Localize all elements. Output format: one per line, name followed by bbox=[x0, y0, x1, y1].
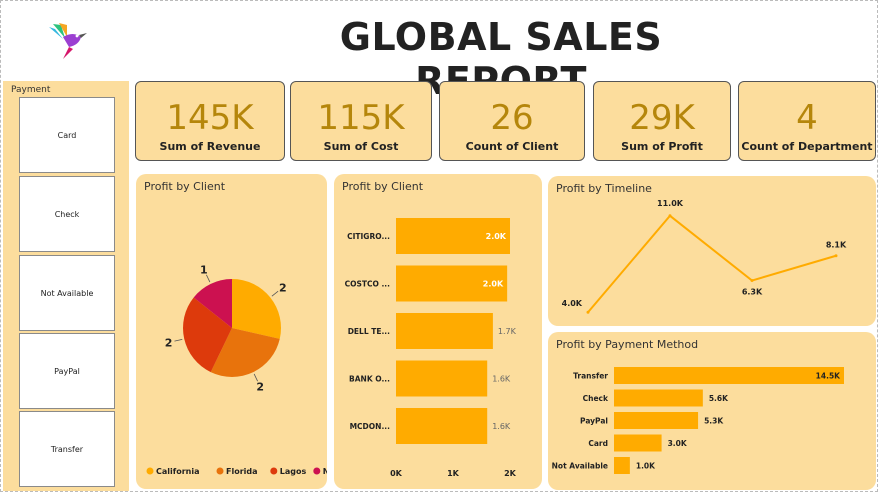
bar-data-label: 5.3K bbox=[704, 417, 724, 426]
pie-data-label: 2 bbox=[165, 336, 173, 349]
bar-category-label: Transfer bbox=[573, 372, 608, 381]
pie-slice bbox=[183, 297, 232, 373]
kpi-label: Count of Department bbox=[741, 140, 873, 153]
kpi-value: 115K bbox=[317, 98, 405, 138]
client-bar bbox=[396, 313, 493, 349]
bar-category-label: COSTCO ... bbox=[345, 280, 391, 289]
payment-bar bbox=[614, 434, 662, 452]
bar-category-label: Card bbox=[588, 439, 608, 448]
line-data-label: 4.0K bbox=[562, 299, 583, 308]
payment-bar bbox=[614, 367, 844, 384]
line-data-label: 6.3K bbox=[742, 288, 763, 297]
kpi-card-client-count: 26 Count of Client bbox=[439, 81, 585, 161]
kpi-label: Sum of Cost bbox=[323, 140, 399, 153]
bar-data-label: 2.0K bbox=[483, 280, 504, 289]
kpi-value: 4 bbox=[796, 98, 818, 138]
timeline-point bbox=[750, 279, 754, 283]
payment-bar bbox=[614, 412, 699, 429]
timeline-point bbox=[834, 254, 838, 258]
kpi-card-department-count: 4 Count of Department bbox=[738, 81, 876, 161]
kpi-card-cost: 115K Sum of Cost bbox=[290, 81, 432, 161]
bar-data-label: 1.6K bbox=[492, 422, 511, 431]
slicer-item-paypal[interactable]: PayPal bbox=[19, 333, 115, 409]
slicer-item-transfer[interactable]: Transfer bbox=[19, 411, 115, 487]
payment-bar bbox=[614, 457, 630, 474]
legend-label: California bbox=[156, 467, 200, 476]
chart-title: Profit by Client bbox=[342, 180, 424, 193]
kpi-value: 26 bbox=[490, 98, 534, 138]
bar-category-label: CITIGRO... bbox=[347, 232, 390, 241]
bar-data-label: 2.0K bbox=[486, 232, 507, 241]
pie-leader-line bbox=[271, 290, 279, 297]
pie-leader-line bbox=[253, 373, 258, 382]
bar-category-label: DELL TE... bbox=[348, 327, 390, 336]
kpi-label: Count of Client bbox=[465, 140, 559, 153]
payment-method-chart-panel: Profit by Payment Method Transfer 14.5K Ch… bbox=[548, 332, 876, 490]
slicer-item-card[interactable]: Card bbox=[19, 97, 115, 173]
bar-data-label: 3.0K bbox=[668, 439, 688, 448]
line-data-label: 11.0K bbox=[657, 199, 684, 208]
kpi-card-profit: 29K Sum of Profit bbox=[593, 81, 731, 161]
client-bar-chart-panel: Profit by Client CITIGRO... 2.0K COSTCO ..… bbox=[334, 174, 542, 489]
bar-category-label: MCDON... bbox=[350, 422, 391, 431]
slicer-item-not-available[interactable]: Not Available bbox=[19, 255, 115, 331]
client-bar bbox=[396, 360, 488, 397]
bar-category-label: PayPal bbox=[580, 417, 608, 426]
timeline-point bbox=[586, 310, 590, 314]
hummingbird-icon bbox=[49, 23, 87, 59]
pie-data-label: 1 bbox=[200, 263, 208, 276]
pie-data-label: 2 bbox=[279, 281, 287, 294]
client-bar bbox=[396, 218, 510, 254]
pie-slice bbox=[193, 279, 232, 328]
bar-data-label: 14.5K bbox=[816, 372, 842, 381]
legend-label: New York bbox=[323, 467, 327, 476]
client-bar-chart: CITIGRO... 2.0K COSTCO ... 2.0K DELL TE... 1.… bbox=[345, 218, 517, 478]
legend-label: Lagos bbox=[280, 467, 307, 476]
legend-label: Florida bbox=[226, 467, 258, 476]
pie-slice bbox=[210, 328, 280, 377]
kpi-label: Sum of Revenue bbox=[159, 140, 261, 153]
kpi-card-revenue: 145K Sum of Revenue bbox=[135, 81, 285, 161]
bar-data-label: 1.7K bbox=[498, 327, 517, 336]
pie-data-label: 2 bbox=[256, 381, 264, 394]
chart-title: Profit by Timeline bbox=[556, 182, 652, 195]
pie-slice bbox=[232, 279, 281, 339]
legend-swatch bbox=[270, 467, 278, 475]
bar-category-label: Not Available bbox=[552, 462, 608, 471]
pie-leader-line bbox=[174, 338, 183, 342]
legend-swatch bbox=[216, 467, 224, 475]
pie-leader-line bbox=[206, 274, 211, 283]
chart-title: Profit by Client bbox=[144, 180, 226, 193]
payment-slicer: Payment Card Check Not Available PayPal … bbox=[3, 81, 129, 491]
timeline-chart-panel: Profit by Timeline 4.0K 11.0K 6.3K 8.1K bbox=[548, 176, 876, 326]
slicer-item-check[interactable]: Check bbox=[19, 176, 115, 252]
client-bar bbox=[396, 265, 508, 302]
bar-category-label: BANK O... bbox=[349, 375, 390, 384]
bar-data-label: 5.6K bbox=[709, 394, 729, 403]
x-tick-label: 2K bbox=[504, 469, 517, 478]
kpi-value: 145K bbox=[166, 98, 254, 138]
bar-category-label: Check bbox=[583, 394, 609, 403]
bar-data-label: 1.0K bbox=[636, 462, 656, 471]
legend-swatch bbox=[146, 467, 154, 475]
x-tick-label: 1K bbox=[447, 469, 460, 478]
chart-title: Profit by Payment Method bbox=[556, 338, 699, 351]
timeline-line-chart: 4.0K 11.0K 6.3K 8.1K bbox=[562, 199, 847, 314]
line-data-label: 8.1K bbox=[826, 241, 847, 250]
payment-bar bbox=[614, 389, 703, 407]
bar-data-label: 1.6K bbox=[492, 375, 511, 384]
timeline-point bbox=[668, 214, 672, 218]
pie-chart-panel: Profit by Client 2 2 2 1 California Florida La… bbox=[136, 174, 327, 489]
kpi-value: 29K bbox=[629, 98, 695, 138]
legend-swatch bbox=[313, 467, 321, 475]
payment-method-bar-chart: Transfer 14.5K Check 5.6K PayPal 5.3K Card 3.0K… bbox=[552, 367, 844, 474]
pie-chart: 2 2 2 1 California Florida Lagos New York bbox=[146, 263, 327, 476]
kpi-label: Sum of Profit bbox=[621, 140, 703, 153]
client-bar bbox=[396, 408, 488, 444]
slicer-title: Payment bbox=[11, 85, 51, 95]
timeline-line bbox=[587, 214, 837, 313]
x-tick-label: 0K bbox=[390, 469, 403, 478]
